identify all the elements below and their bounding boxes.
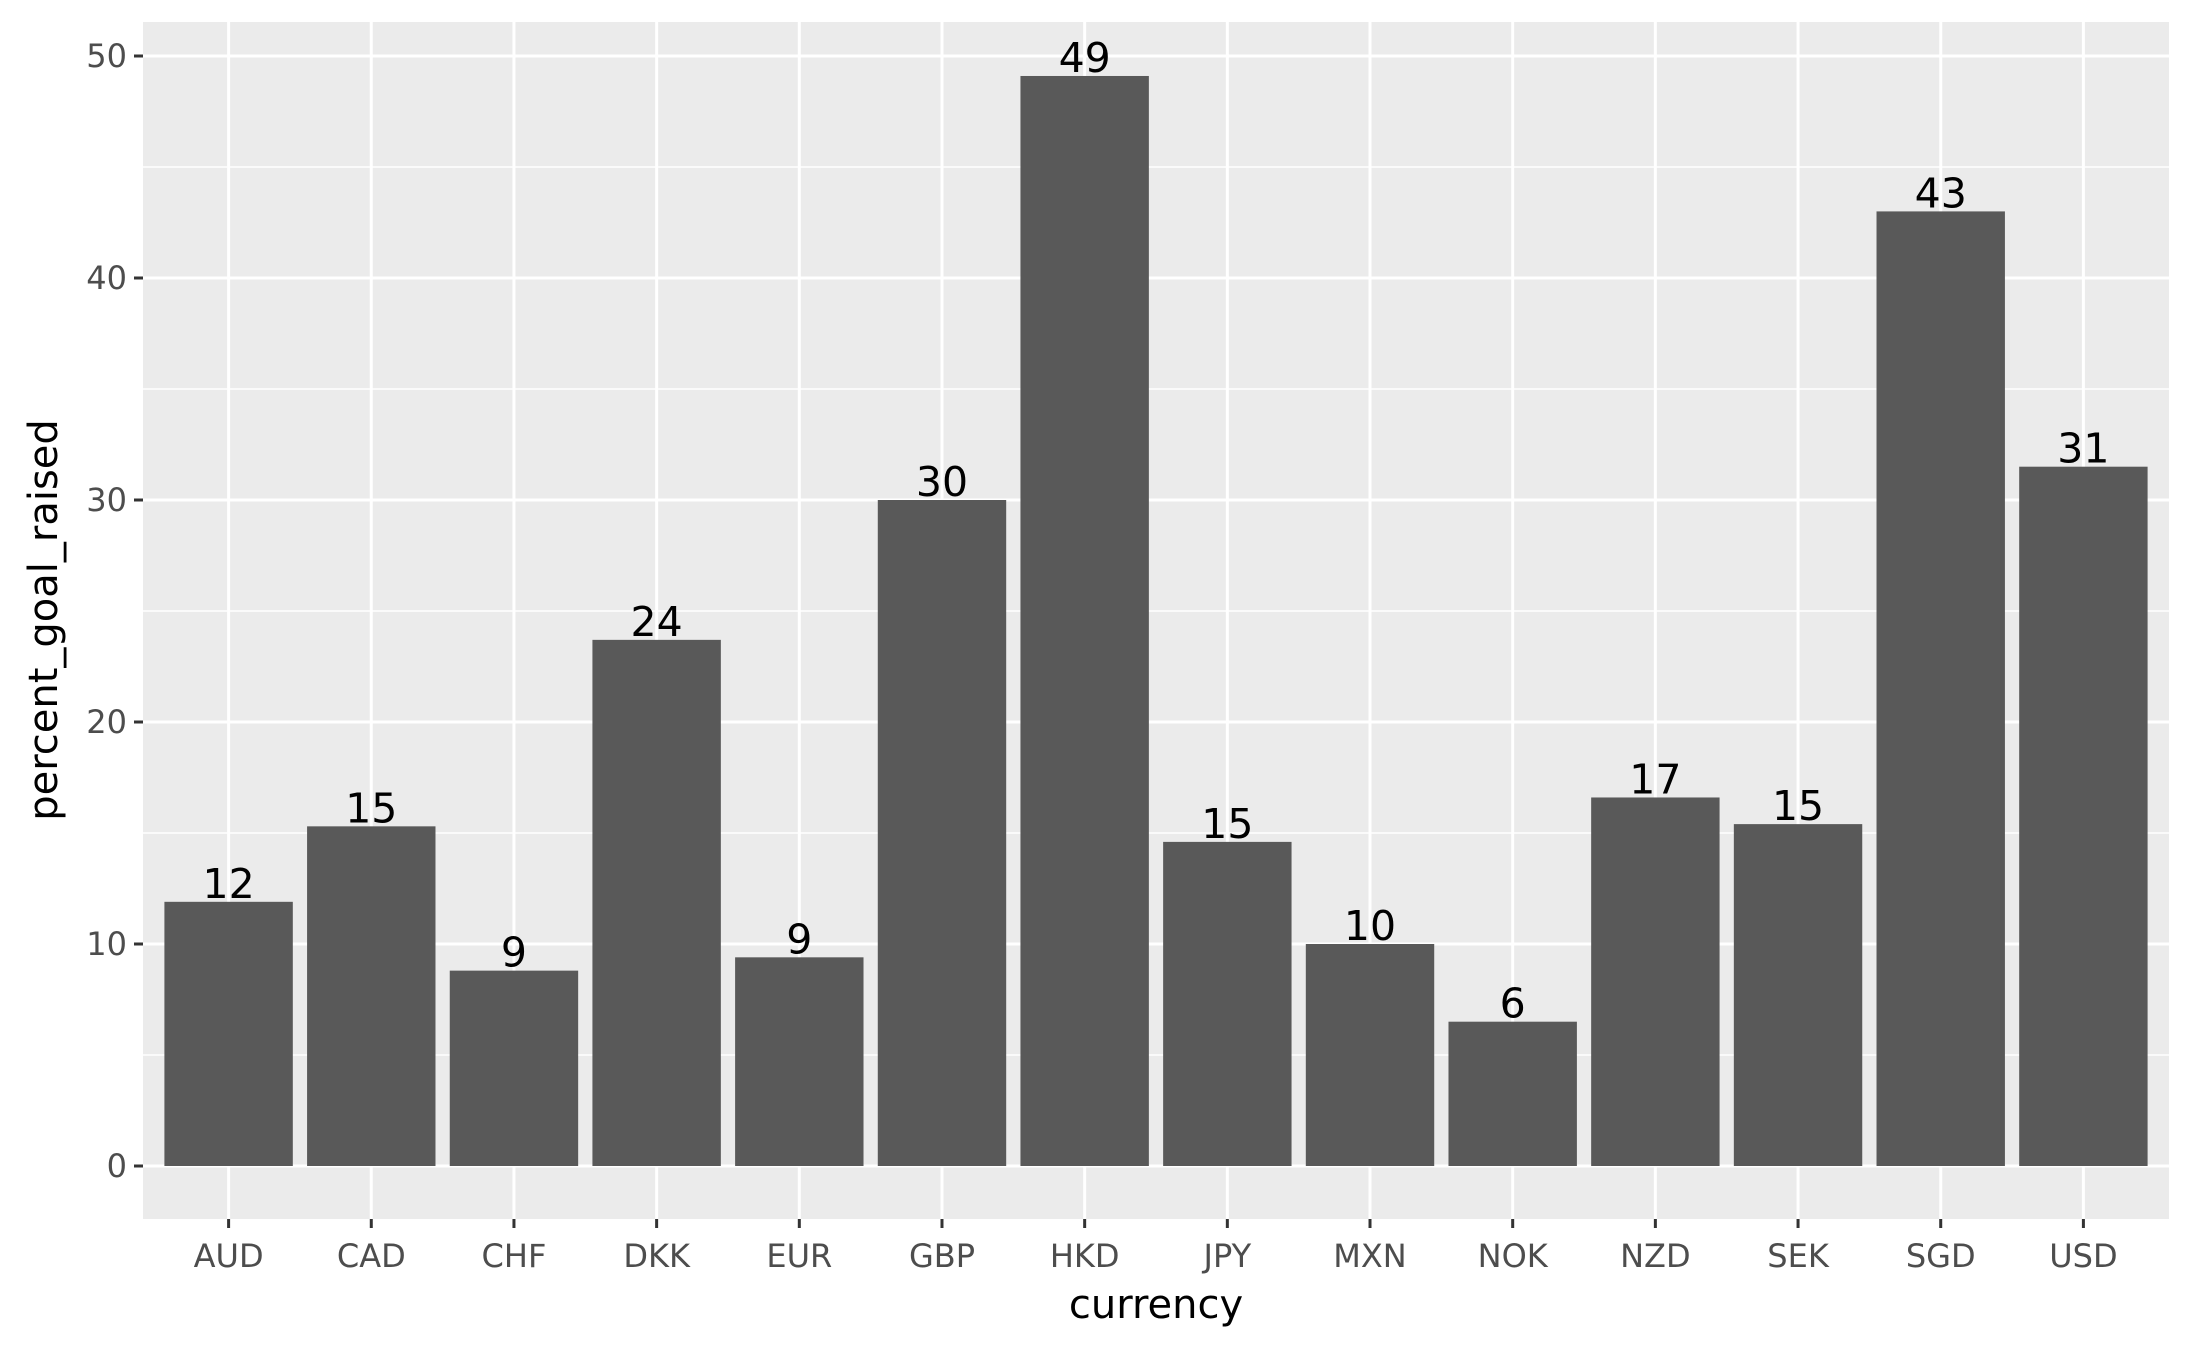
data-label-eur: 9 [786, 915, 812, 963]
data-label-sek: 15 [1772, 782, 1824, 830]
x-tick-label-dkk: DKK [623, 1237, 691, 1275]
bars [164, 75, 2148, 1167]
y-tick-label: 40 [86, 259, 127, 297]
y-axis: 0 10 20 30 40 50 [86, 37, 143, 1185]
bar-hkd [1020, 75, 1149, 1167]
data-label-sgd: 43 [1915, 169, 1967, 217]
bar-nok [1448, 1021, 1577, 1166]
data-labels: 12 15 9 24 9 30 49 15 10 6 17 15 43 31 [203, 34, 2110, 1028]
data-label-hkd: 49 [1059, 34, 1111, 82]
bar-sgd [1876, 211, 2005, 1166]
x-tick-label-hkd: HKD [1050, 1237, 1120, 1275]
bar-eur [735, 957, 864, 1166]
x-tick-label-nok: NOK [1478, 1237, 1549, 1275]
bar-dkk [592, 639, 721, 1166]
y-tick-label: 50 [86, 37, 127, 75]
data-label-mxn: 10 [1344, 902, 1396, 950]
x-axis-title: currency [1069, 1282, 1243, 1328]
x-tick-label-jpy: JPY [1202, 1237, 1252, 1275]
x-tick-label-aud: AUD [194, 1237, 264, 1275]
data-label-dkk: 24 [631, 598, 683, 646]
x-tick-label-sgd: SGD [1906, 1237, 1976, 1275]
x-tick-label-nzd: NZD [1620, 1237, 1691, 1275]
y-tick-label: 0 [107, 1147, 127, 1185]
x-tick-label-usd: USD [2049, 1237, 2117, 1275]
data-label-usd: 31 [2057, 425, 2109, 473]
data-label-aud: 12 [203, 860, 255, 908]
x-tick-label-mxn: MXN [1333, 1237, 1406, 1275]
x-tick-label-cad: CAD [337, 1237, 406, 1275]
x-tick-label-sek: SEK [1767, 1237, 1830, 1275]
plot-panel [143, 22, 2169, 1219]
bar-jpy [1163, 841, 1292, 1166]
bar-aud [164, 901, 293, 1166]
bar-usd [2019, 466, 2148, 1166]
x-tick-label-gbp: GBP [909, 1237, 975, 1275]
y-axis-title: percent_goal_raised [21, 419, 67, 821]
x-tick-label-eur: EUR [766, 1237, 832, 1275]
bar-mxn [1305, 944, 1435, 1166]
data-label-gbp: 30 [916, 458, 968, 506]
bar-chf [449, 970, 579, 1166]
data-label-nok: 6 [1500, 980, 1526, 1028]
y-tick-label: 10 [86, 925, 127, 963]
data-label-cad: 15 [345, 784, 397, 832]
y-tick-label: 30 [86, 481, 127, 519]
data-label-chf: 9 [501, 929, 527, 977]
x-axis: AUD CAD CHF DKK EUR GBP HKD JPY MXN NOK NZD SEK SGD U… [194, 1219, 2118, 1275]
bar-cad [307, 826, 436, 1166]
bar-gbp [877, 500, 1007, 1166]
bar-nzd [1591, 797, 1720, 1166]
x-tick-label-chf: CHF [482, 1237, 547, 1275]
data-label-jpy: 15 [1201, 800, 1253, 848]
data-label-nzd: 17 [1629, 755, 1681, 803]
y-tick-label: 20 [86, 703, 127, 741]
bar-sek [1733, 824, 1863, 1166]
